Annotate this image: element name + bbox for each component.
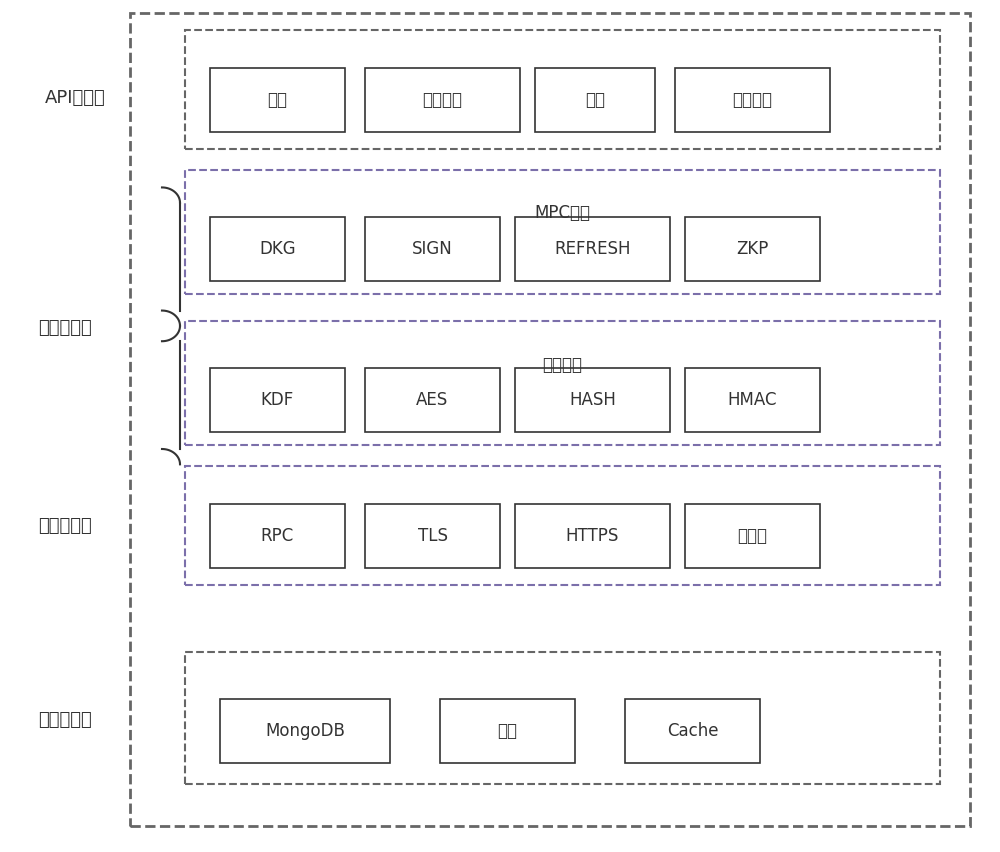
Text: 文件: 文件 bbox=[498, 722, 518, 740]
Text: 注册: 注册 bbox=[267, 91, 287, 109]
Text: MPC模块: MPC模块 bbox=[534, 204, 590, 222]
Bar bbox=[440, 699, 575, 763]
Bar bbox=[515, 368, 670, 432]
Text: 网络通信层: 网络通信层 bbox=[38, 516, 92, 535]
Text: RPC: RPC bbox=[261, 527, 294, 545]
Bar bbox=[535, 68, 655, 132]
Text: 密码服务层: 密码服务层 bbox=[38, 319, 92, 337]
Bar bbox=[185, 170, 940, 294]
Text: HASH: HASH bbox=[569, 391, 616, 409]
Text: 签名: 签名 bbox=[585, 91, 605, 109]
Text: DKG: DKG bbox=[259, 240, 296, 258]
Text: API服务层: API服务层 bbox=[45, 89, 105, 107]
Text: HMAC: HMAC bbox=[728, 391, 777, 409]
Text: REFRESH: REFRESH bbox=[554, 240, 631, 258]
Bar bbox=[210, 68, 345, 132]
Text: 刷新密钥: 刷新密钥 bbox=[733, 91, 773, 109]
Bar bbox=[365, 68, 520, 132]
Text: KDF: KDF bbox=[261, 391, 294, 409]
Bar bbox=[210, 368, 345, 432]
Text: MongoDB: MongoDB bbox=[265, 722, 345, 740]
Bar bbox=[130, 13, 970, 826]
Text: 密钥生成: 密钥生成 bbox=[422, 91, 462, 109]
Bar bbox=[685, 504, 820, 568]
Bar bbox=[515, 504, 670, 568]
Text: TLS: TLS bbox=[418, 527, 448, 545]
Bar bbox=[220, 699, 390, 763]
Bar bbox=[365, 504, 500, 568]
Text: Cache: Cache bbox=[667, 722, 718, 740]
Text: AES: AES bbox=[416, 391, 449, 409]
Bar bbox=[365, 368, 500, 432]
Text: ZKP: ZKP bbox=[736, 240, 769, 258]
Text: HTTPS: HTTPS bbox=[566, 527, 619, 545]
Bar bbox=[625, 699, 760, 763]
Bar bbox=[210, 504, 345, 568]
Bar bbox=[515, 217, 670, 281]
Bar bbox=[185, 652, 940, 784]
Bar bbox=[185, 466, 940, 585]
Bar bbox=[210, 217, 345, 281]
Bar bbox=[685, 217, 820, 281]
Bar bbox=[185, 321, 940, 445]
Text: SIGN: SIGN bbox=[412, 240, 453, 258]
Bar bbox=[365, 217, 500, 281]
Text: 加密模块: 加密模块 bbox=[542, 355, 582, 374]
Text: 高可用: 高可用 bbox=[738, 527, 768, 545]
Text: 数据存储层: 数据存储层 bbox=[38, 711, 92, 729]
Bar bbox=[675, 68, 830, 132]
Bar bbox=[685, 368, 820, 432]
Bar bbox=[185, 30, 940, 149]
